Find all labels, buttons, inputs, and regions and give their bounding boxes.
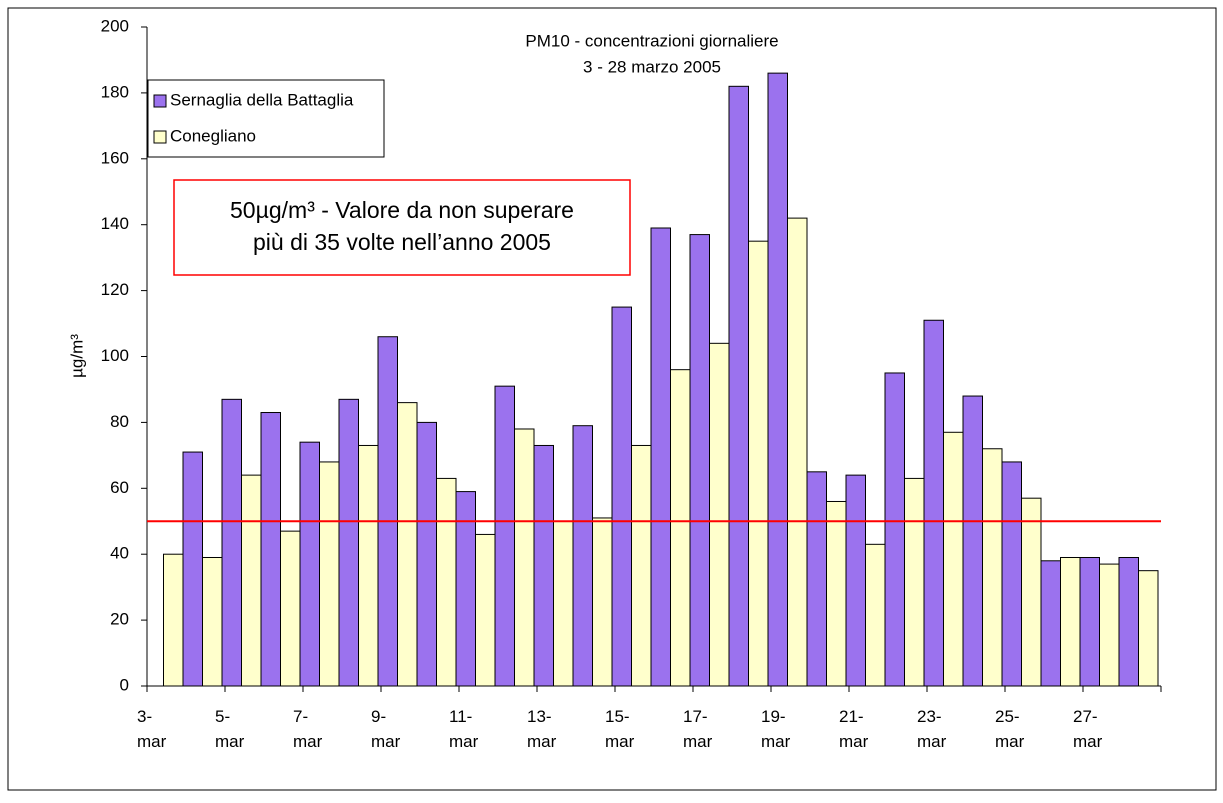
y-tick-label: 20 [110,610,129,629]
bar [962,395,983,687]
bar [806,471,827,687]
y-tick-label: 100 [101,346,129,365]
bar [1040,560,1061,687]
bar [1060,556,1081,687]
bar [923,319,944,687]
bar [845,474,866,687]
y-tick-label: 0 [120,675,129,694]
bar [826,500,847,687]
bar [1079,556,1100,687]
y-tick-label: 40 [110,544,129,563]
bar [1001,461,1022,687]
bar [689,234,710,687]
x-tick-label: 23-mar [917,707,947,751]
bar [787,217,808,687]
bar [1118,556,1139,687]
bar [670,369,691,687]
bar [748,240,769,687]
x-tick-label: 5-mar [215,707,245,751]
annotation-text: più di 35 volte nell’anno 2005 [253,229,551,255]
bar [884,372,905,687]
y-axis-label: µg/m³ [67,334,86,378]
y-tick-label: 140 [101,214,129,233]
bar [221,398,242,687]
bar [709,342,730,687]
bar [767,72,788,687]
bar [338,398,359,687]
x-tick-label: 15-mar [605,707,635,751]
bar [397,402,418,687]
x-tick-label: 13-mar [527,707,557,751]
bar [533,444,554,687]
bar [202,556,223,687]
bar [592,517,613,687]
x-tick-label: 9-mar [371,707,401,751]
y-tick-label: 60 [110,478,129,497]
bar [904,477,925,687]
bar [182,451,203,687]
legend-box [147,79,385,158]
y-tick-label: 160 [101,148,129,167]
x-tick-label: 3-mar [137,707,167,751]
y-tick-label: 80 [110,412,129,431]
bar [377,336,398,687]
bar [494,385,515,687]
bar [514,428,535,687]
bar [241,474,262,687]
x-tick-label: 19-mar [761,707,791,751]
bar [299,441,320,687]
y-tick-label: 200 [101,16,129,35]
bar [865,543,886,687]
bar [1138,570,1159,687]
bar [280,530,301,687]
x-tick-label: 21-mar [839,707,869,751]
chart-title: PM10 - concentrazioni giornaliere [525,31,778,50]
x-tick-label: 27-mar [1073,707,1103,751]
bar [319,461,340,687]
legend-swatch [153,130,167,144]
bar [475,533,496,687]
y-tick-label: 120 [101,280,129,299]
bar [1021,497,1042,687]
bar [1099,563,1120,687]
bar [553,520,574,687]
x-tick-label: 25-mar [995,707,1025,751]
annotation-text: 50µg/m³ - Valore da non superare [230,197,574,223]
legend-label: Sernaglia della Battaglia [170,90,354,109]
x-tick-label: 11-mar [449,707,479,751]
bar [631,444,652,687]
bar [943,431,964,687]
bar [611,306,632,687]
annotation-box [173,179,631,276]
bar [260,412,281,687]
x-tick-label: 17-mar [683,707,713,751]
bar [163,553,184,687]
legend-swatch [153,94,167,108]
bar [436,477,457,687]
x-tick-label: 7-mar [293,707,323,751]
y-tick-label: 180 [101,82,129,101]
bar [650,227,671,687]
bar [358,444,379,687]
bar [572,425,593,687]
bar [982,448,1003,687]
legend-label: Conegliano [170,126,256,145]
chart-subtitle: 3 - 28 marzo 2005 [583,57,721,76]
bar [416,421,437,687]
bar [728,85,749,687]
